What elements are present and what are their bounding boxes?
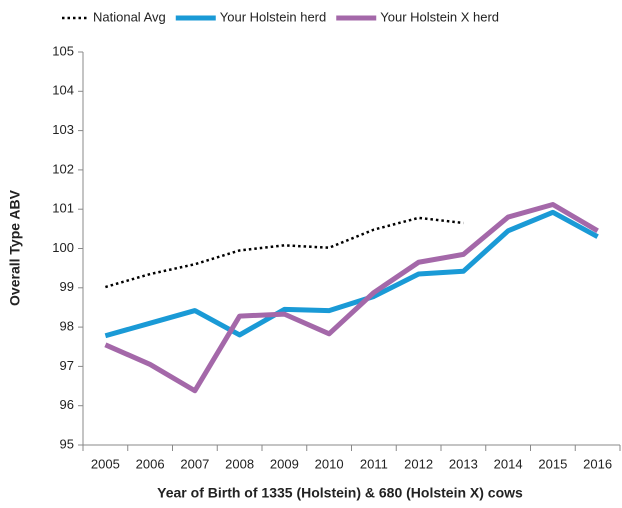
x-tick-label: 2016 — [583, 456, 612, 471]
x-tick-label: 2007 — [180, 456, 209, 471]
legend-label: Your Holstein X herd — [380, 9, 499, 24]
y-tick-label: 104 — [52, 83, 74, 98]
y-tick-label: 99 — [60, 279, 74, 294]
series-line — [104, 201, 599, 394]
y-tick-label: 100 — [52, 240, 74, 255]
y-tick-label: 97 — [60, 358, 74, 373]
x-tick-label: 2013 — [449, 456, 478, 471]
y-tick-label: 96 — [60, 397, 74, 412]
y-axis-title: Overall Type ABV — [7, 189, 23, 306]
y-tick-label: 101 — [52, 201, 74, 216]
x-tick-label: 2010 — [315, 456, 344, 471]
x-tick-label: 2014 — [494, 456, 523, 471]
y-tick-label: 95 — [60, 436, 74, 451]
legend-label: National Avg — [93, 9, 166, 24]
series-line — [105, 216, 464, 289]
x-axis-title: Year of Birth of 1335 (Holstein) & 680 (… — [157, 485, 523, 501]
y-tick-label: 103 — [52, 122, 74, 137]
y-tick-label: 98 — [60, 319, 74, 334]
x-tick-label: 2008 — [225, 456, 254, 471]
series-line — [104, 209, 599, 339]
x-tick-label: 2009 — [270, 456, 299, 471]
x-tick-label: 2005 — [91, 456, 120, 471]
x-tick-label: 2012 — [404, 456, 433, 471]
x-tick-label: 2006 — [136, 456, 165, 471]
legend-label: Your Holstein herd — [220, 9, 326, 24]
y-tick-label: 105 — [52, 43, 74, 58]
x-tick-label: 2015 — [538, 456, 567, 471]
y-tick-label: 102 — [52, 161, 74, 176]
x-tick-label: 2011 — [360, 456, 388, 471]
